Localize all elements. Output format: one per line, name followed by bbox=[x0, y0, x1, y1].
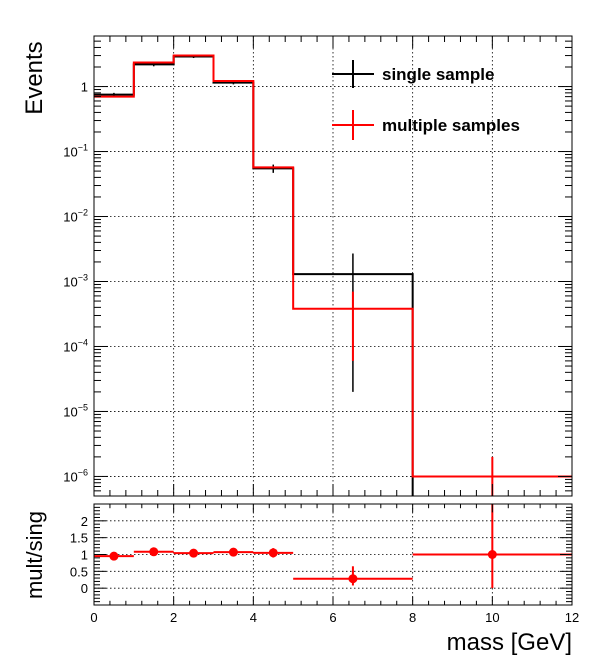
top-y-tick-label: 10−3 bbox=[63, 273, 88, 290]
x-tick-label: 8 bbox=[409, 610, 416, 625]
ratio-point bbox=[109, 551, 119, 561]
x-tick-label: 6 bbox=[329, 610, 336, 625]
ratio-point bbox=[487, 550, 497, 559]
bottom-y-tick-label: 2 bbox=[81, 514, 88, 529]
top-grid bbox=[94, 36, 572, 496]
x-tick-label: 0 bbox=[90, 610, 97, 625]
top-y-tick-label-exp: −6 bbox=[78, 467, 88, 477]
ratio-point bbox=[228, 547, 238, 557]
bottom-y-tick-label: 0 bbox=[81, 581, 88, 596]
ratio-point bbox=[149, 547, 159, 557]
legend: single sample multiple samples bbox=[332, 60, 520, 140]
bottom-y-tick-label: 1.5 bbox=[70, 531, 88, 546]
top-y-tick-label: 10−5 bbox=[63, 402, 88, 419]
top-y-tick-label-base: 10 bbox=[63, 404, 77, 419]
legend-entry-single-sample: single sample bbox=[332, 60, 494, 88]
top-y-tick-label-exp: −3 bbox=[78, 273, 88, 283]
top-y-tick-label-base: 10 bbox=[63, 339, 77, 354]
bottom-y-axis-title: mult/sing bbox=[22, 511, 47, 599]
top-y-tick-label-base: 10 bbox=[63, 275, 77, 290]
top-series bbox=[94, 54, 572, 496]
ratio-point bbox=[189, 548, 199, 558]
legend-label-single-sample: single sample bbox=[382, 65, 494, 84]
top-y-tick-label: 10−6 bbox=[63, 467, 88, 484]
top-y-tick-label-base: 10 bbox=[63, 210, 77, 225]
bottom-y-tick-label: 1 bbox=[81, 548, 88, 563]
top-y-tick-label: 10−2 bbox=[63, 208, 88, 225]
axes bbox=[93, 35, 573, 606]
ratio-point bbox=[348, 574, 358, 584]
x-tick-label: 12 bbox=[565, 610, 579, 625]
x-tick-label: 10 bbox=[485, 610, 499, 625]
x-tick-label: 2 bbox=[170, 610, 177, 625]
top-y-tick-label: 10−1 bbox=[63, 143, 88, 160]
top-y-tick-label: 10−4 bbox=[63, 337, 88, 354]
top-y-tick-label-exp: −2 bbox=[78, 208, 88, 218]
x-tick-label: 4 bbox=[250, 610, 257, 625]
legend-label-multiple-samples: multiple samples bbox=[382, 116, 520, 135]
bottom-y-tick-label: 0.5 bbox=[70, 564, 88, 579]
top-y-tick-label-exp: −4 bbox=[78, 337, 88, 347]
top-y-tick-label-base: 10 bbox=[63, 469, 77, 484]
top-y-tick-label-exp: −5 bbox=[78, 402, 88, 412]
top-y-axis-title: Events bbox=[21, 41, 48, 114]
top-y-tick-label-exp: −1 bbox=[78, 143, 88, 153]
ratio-point bbox=[268, 548, 278, 558]
top-y-tick-label-base: 10 bbox=[63, 145, 77, 160]
top-y-tick-label: 1 bbox=[81, 80, 88, 95]
legend-entry-multiple-samples: multiple samples bbox=[332, 110, 520, 140]
top-y-tick-label-base: 1 bbox=[81, 80, 88, 95]
x-axis-title: mass [GeV] bbox=[447, 629, 572, 656]
bottom-series bbox=[94, 504, 572, 589]
